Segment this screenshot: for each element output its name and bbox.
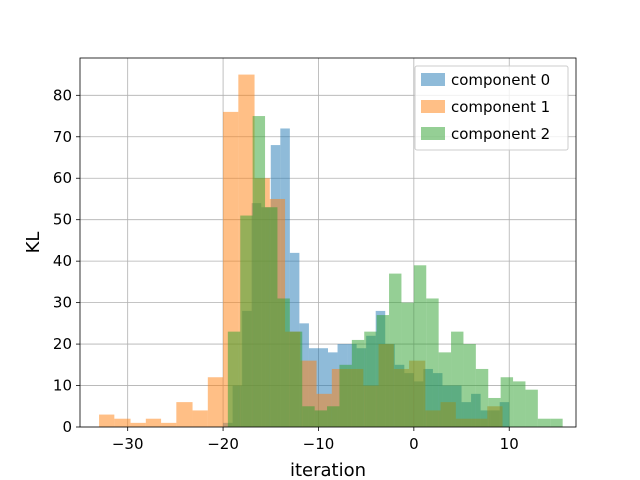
histogram-bar: [327, 406, 340, 427]
y-tick-label: 20: [53, 335, 72, 353]
x-tick-label: −30: [112, 435, 144, 453]
x-tick-label: −10: [303, 435, 335, 453]
histogram-bar: [525, 389, 538, 427]
legend: component 0 component 1 component 2: [414, 65, 569, 151]
y-tick-label: 40: [53, 252, 72, 270]
histogram-bar: [314, 410, 328, 427]
histogram-bar: [488, 397, 501, 427]
legend-label: component 0: [451, 71, 550, 89]
legend-box: [414, 65, 569, 151]
histogram-bar: [145, 418, 162, 427]
histogram-bar: [500, 377, 514, 427]
histogram-bar: [351, 339, 365, 427]
histogram-bar: [130, 422, 146, 427]
histogram-bar: [413, 265, 427, 427]
histogram-bar: [176, 402, 193, 427]
histogram-bar: [426, 298, 439, 427]
y-tick-label: 30: [53, 294, 72, 312]
x-tick-label: −20: [207, 435, 239, 453]
histogram-bar: [401, 302, 414, 427]
histogram-bar: [339, 364, 352, 427]
histogram-bar: [550, 418, 563, 427]
y-tick-label: 10: [53, 377, 72, 395]
histogram-bar: [302, 406, 315, 427]
histogram-bar: [438, 352, 452, 427]
y-tick-label: 60: [53, 169, 72, 187]
histogram-bar: [161, 422, 177, 427]
legend-swatch: [421, 73, 445, 86]
y-axis-ticks: 0 10 20 30 40 50 60 70 80: [53, 86, 80, 436]
histogram-bar: [389, 273, 402, 427]
x-axis-ticks: −30 −20 −10 0 10: [112, 427, 519, 453]
histogram-bar: [513, 381, 526, 427]
histogram-bar: [207, 377, 224, 427]
histogram-bar: [376, 315, 390, 427]
histogram-bar: [240, 215, 253, 427]
histogram-bar: [252, 116, 266, 427]
legend-swatch: [421, 100, 445, 113]
legend-label: component 2: [451, 125, 550, 143]
histogram-bar: [227, 331, 241, 427]
x-tick-label: 0: [409, 435, 419, 453]
histogram-bar: [537, 418, 551, 427]
histogram-bar: [265, 207, 278, 427]
y-tick-label: 0: [62, 418, 72, 436]
histogram-bar: [114, 418, 131, 427]
histogram-bar: [289, 331, 303, 427]
histogram-bar: [277, 298, 290, 427]
histogram-bar: [451, 331, 464, 427]
legend-label: component 1: [451, 98, 550, 116]
legend-swatch: [421, 127, 445, 140]
series-2: [227, 116, 563, 427]
y-axis-label: KL: [23, 232, 44, 254]
y-tick-label: 70: [53, 128, 72, 146]
y-tick-label: 50: [53, 211, 72, 229]
bars: [99, 74, 563, 428]
histogram-bar: [463, 344, 476, 427]
x-axis-label: iteration: [290, 460, 366, 480]
x-tick-label: 10: [500, 435, 519, 453]
histogram-bar: [99, 414, 115, 427]
histogram-bar: [192, 410, 208, 427]
plot-frame: [79, 57, 577, 428]
histogram-bar: [318, 348, 328, 427]
histogram-bar: [475, 368, 489, 427]
histogram-bar: [364, 331, 377, 427]
y-tick-label: 80: [53, 86, 72, 104]
